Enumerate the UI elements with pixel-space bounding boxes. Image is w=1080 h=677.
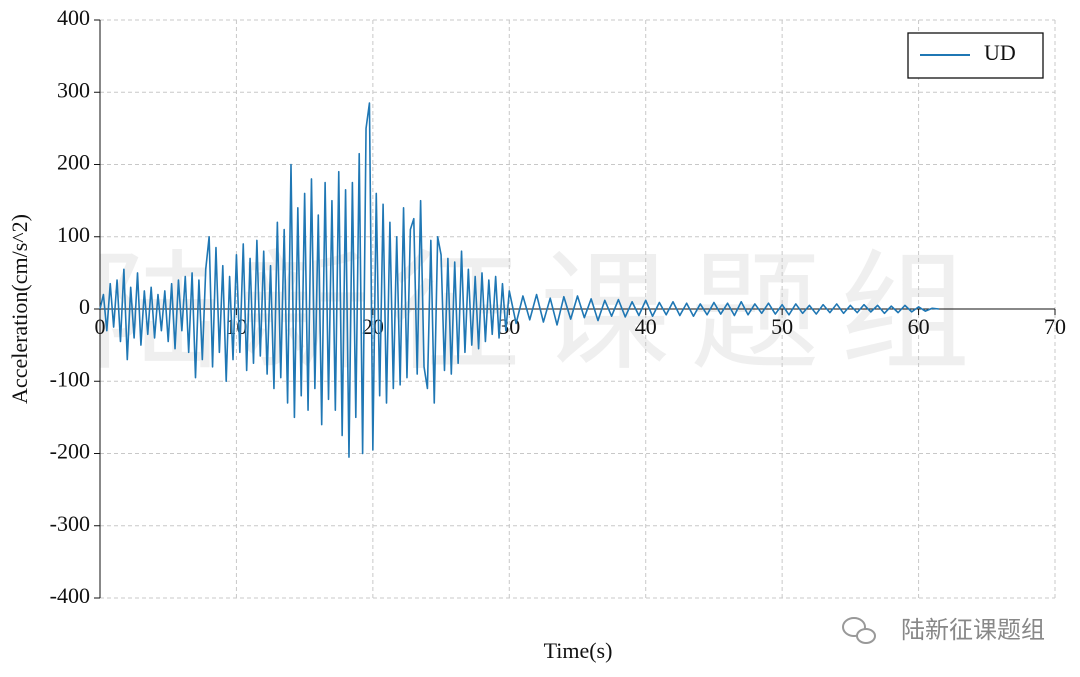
legend-label: UD [984, 40, 1016, 65]
y-axis-label: Acceleration(cm/s^2) [7, 214, 32, 404]
y-tick-label: 300 [57, 77, 90, 102]
y-tick-label: 100 [57, 222, 90, 247]
y-tick-label: -200 [50, 439, 90, 464]
y-tick-label: 200 [57, 150, 90, 175]
credit: 陆新征课题组 [901, 616, 1045, 644]
x-tick-label: 60 [908, 314, 930, 339]
legend-box [907, 32, 1044, 79]
y-tick-label: -100 [50, 366, 90, 391]
y-tick-label: 400 [57, 5, 90, 30]
x-tick-label: 40 [635, 314, 657, 339]
y-tick-label: -300 [50, 511, 90, 536]
x-tick-label: 50 [771, 314, 793, 339]
x-axis-label: Time(s) [544, 638, 613, 663]
y-tick-label: 0 [79, 294, 90, 319]
y-tick-label: -400 [50, 583, 90, 608]
x-tick-label: 70 [1044, 314, 1066, 339]
wechat-icon [842, 617, 876, 644]
data-line [99, 102, 940, 458]
